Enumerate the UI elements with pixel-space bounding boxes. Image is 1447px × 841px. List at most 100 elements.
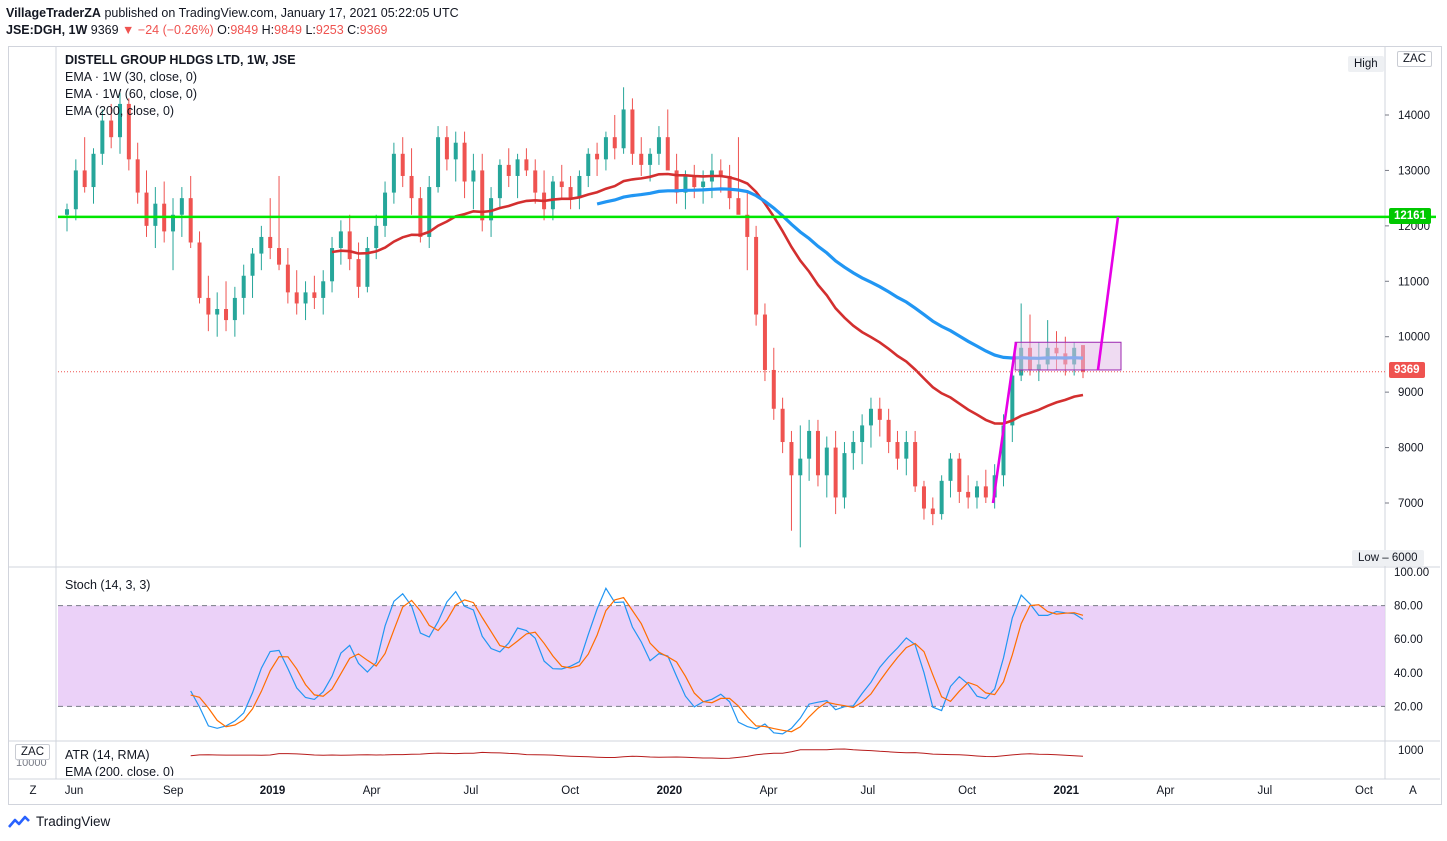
low-tag-label: Low: [1358, 552, 1380, 564]
down-arrow-icon: ▼: [122, 23, 135, 37]
candle-body: [409, 175, 414, 199]
stoch-k-line: [190, 587, 1084, 735]
candle-body: [285, 264, 290, 293]
candle-body: [224, 309, 229, 321]
candle-body: [577, 175, 582, 199]
time-zoom-button[interactable]: Z: [29, 785, 36, 797]
atr-legend[interactable]: ATR (14, RMA): [65, 748, 150, 762]
candle-body: [312, 292, 317, 298]
candle-body: [365, 248, 370, 287]
candle-body: [718, 170, 723, 176]
time-axis-label: 2021: [1054, 785, 1080, 797]
time-axis-label: 2019: [260, 785, 286, 797]
candle-body: [639, 153, 644, 165]
candle-body: [974, 486, 979, 498]
price-change: −24 (−0.26%): [137, 23, 214, 37]
currency-tag[interactable]: ZAC: [1397, 51, 1432, 67]
projection-target-leg: [1096, 216, 1120, 371]
stoch-tick-label: 20.00: [1394, 701, 1423, 713]
candle-body: [886, 419, 891, 443]
time-axis-label: Jul: [1257, 785, 1272, 797]
candle-body: [303, 292, 308, 304]
candle-body: [630, 109, 635, 154]
symbol-label: JSE:DGH, 1W: [6, 23, 88, 37]
price-tick-label: 14000: [1398, 110, 1430, 122]
candle-body: [179, 198, 184, 215]
candle-body: [762, 314, 767, 370]
candle-body: [727, 175, 732, 199]
time-axis-label: Jul: [464, 785, 479, 797]
ema200-legend[interactable]: EMA (200, close, 0): [65, 104, 175, 118]
candle-body: [330, 248, 335, 282]
candle-body: [241, 275, 246, 298]
atr-ema-legend[interactable]: EMA (200, close, 0): [65, 765, 175, 776]
candle-body: [436, 137, 441, 188]
stoch-tick-label: 60.00: [1394, 634, 1423, 646]
ema60-legend[interactable]: EMA · 1W (60, close, 0): [65, 87, 197, 101]
time-axis-label: Oct: [958, 785, 977, 797]
candle-body: [595, 153, 600, 160]
stoch-tick-label: 100.00: [1394, 567, 1429, 579]
candle-body: [100, 120, 105, 154]
time-axis-label: Oct: [1355, 785, 1374, 797]
candle-body: [815, 430, 820, 476]
ema60-line: [596, 187, 1084, 360]
candle-body: [568, 187, 573, 199]
tradingview-logo-icon: [8, 815, 30, 828]
candle-body: [612, 137, 617, 149]
candle-body: [400, 153, 405, 176]
candle-body: [648, 153, 653, 165]
candle-body: [842, 453, 847, 498]
stoch-tick-label: 80.00: [1394, 601, 1423, 613]
auto-scale-button[interactable]: A: [1409, 785, 1417, 797]
ema30-legend[interactable]: EMA · 1W (30, close, 0): [65, 70, 197, 84]
candle-body: [109, 120, 114, 138]
open-label: O:: [217, 23, 231, 37]
time-axis-label: Apr: [1157, 785, 1175, 797]
last-price-label: 9369: [1389, 362, 1425, 378]
candle-body: [268, 236, 273, 249]
candle-body: [683, 175, 688, 193]
time-axis-label: Apr: [363, 785, 381, 797]
candle-body: [144, 192, 149, 226]
candle-body: [524, 159, 529, 171]
publisher-name[interactable]: VillageTraderZA: [6, 6, 101, 20]
high-tag: High: [1348, 56, 1384, 72]
candle-body: [1001, 425, 1006, 476]
stoch-legend[interactable]: Stoch (14, 3, 3): [65, 578, 151, 592]
ema30-line: [331, 172, 1084, 425]
open-value: 9849: [230, 23, 259, 37]
candle-body: [1010, 375, 1015, 426]
candle-body: [427, 187, 432, 237]
candle-body: [798, 458, 803, 476]
candle-body: [701, 181, 706, 188]
stoch-d-line: [190, 596, 1084, 733]
candle-body: [586, 153, 591, 176]
time-axis-label: Jun: [65, 785, 84, 797]
candle-body: [453, 142, 458, 160]
publish-info: VillageTraderZA published on TradingView…: [6, 5, 459, 21]
low-value: 9253: [315, 23, 344, 37]
candle-body: [895, 442, 900, 459]
candle-body: [904, 442, 909, 459]
candle-body: [65, 209, 69, 215]
price-tick-label: 7000: [1398, 498, 1424, 510]
candle-body: [921, 486, 926, 509]
candle-body: [489, 198, 494, 221]
candle-body: [277, 248, 282, 265]
time-axis-label: Apr: [760, 785, 778, 797]
time-axis-label: 2020: [657, 785, 683, 797]
candle-body: [171, 214, 176, 232]
candle-body: [91, 153, 96, 188]
candle-body: [966, 491, 971, 498]
atr-tick-label: 1000: [1398, 745, 1424, 757]
footer-brand[interactable]: TradingView: [36, 814, 111, 829]
time-axis-label: Sep: [163, 785, 183, 797]
candle-body: [833, 447, 838, 498]
atr-currency-tag[interactable]: ZAC: [15, 744, 50, 760]
candle-body: [957, 458, 962, 492]
candle-body: [771, 369, 776, 409]
high-label: H:: [261, 23, 275, 37]
candle-body: [550, 181, 555, 210]
